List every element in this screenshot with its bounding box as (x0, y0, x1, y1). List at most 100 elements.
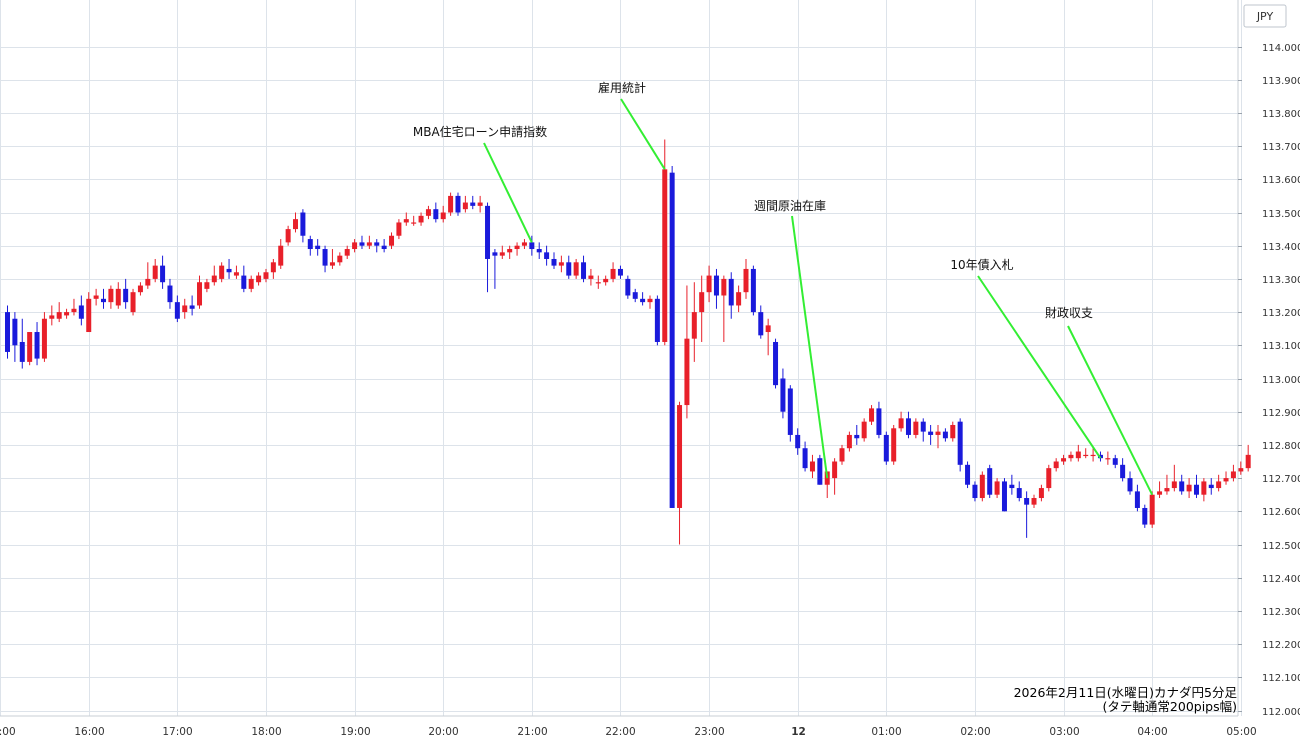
candle (603, 275, 609, 286)
candle-body (706, 275, 712, 293)
candle (12, 312, 18, 362)
candle (994, 478, 1000, 499)
candle (352, 239, 358, 253)
candle (588, 268, 594, 286)
candle-body (750, 268, 756, 313)
annotation-label: 10年債入札 (950, 257, 1013, 272)
candle-body (204, 282, 210, 289)
candle (56, 302, 62, 323)
candle-body (795, 434, 801, 449)
candle-body (839, 448, 845, 462)
candle-body (846, 434, 852, 449)
xtick-label: 22:00 (605, 726, 635, 738)
candle-body (1068, 454, 1074, 459)
candle-body (972, 484, 978, 499)
candle (1105, 451, 1111, 465)
candle-body (603, 278, 609, 283)
candle-body (632, 292, 638, 299)
candle-body (462, 202, 468, 210)
event-annotation: 財政収支 (1045, 305, 1154, 496)
candle-body (536, 249, 542, 253)
ytick-label: 114.000 (1262, 43, 1300, 54)
candle (1223, 471, 1229, 485)
candle (972, 481, 978, 502)
candle-body (182, 305, 188, 313)
candle-body (359, 242, 365, 246)
candle (1186, 478, 1192, 499)
candle-body (588, 275, 594, 279)
ytick-label: 113.500 (1262, 209, 1300, 220)
candle-body (137, 285, 143, 293)
candle-body (19, 341, 25, 362)
candle (573, 258, 579, 279)
candle (174, 295, 180, 323)
candle (979, 471, 985, 502)
candle (750, 265, 756, 316)
candle (226, 258, 232, 279)
candle-body (1171, 481, 1177, 489)
xtick-label: 23:00 (694, 726, 724, 738)
candle-body (920, 421, 926, 432)
candle (654, 295, 660, 346)
candle-body (950, 424, 956, 439)
candle-body (647, 298, 653, 303)
candle-body (101, 298, 107, 303)
candle (263, 268, 269, 283)
candle-body (256, 275, 262, 283)
candle-body (1024, 498, 1030, 505)
candle-body (1127, 478, 1133, 492)
candle (123, 278, 129, 309)
candle-body (1016, 488, 1022, 499)
candle (1009, 474, 1015, 495)
candle-body (1120, 464, 1126, 479)
candle-body (12, 318, 18, 346)
candle-body (470, 202, 476, 206)
candle (706, 265, 712, 303)
candle-body (93, 295, 99, 299)
candle-body (994, 481, 1000, 495)
candle (329, 249, 335, 269)
candle (455, 192, 461, 216)
ytick-label: 112.600 (1262, 507, 1300, 518)
candle (521, 239, 527, 250)
ytick-label: 113.200 (1262, 308, 1300, 319)
candle (189, 295, 195, 316)
annotation-leader-line (1067, 325, 1154, 496)
candle (1061, 454, 1067, 465)
candle (1031, 494, 1037, 508)
candle-body (780, 378, 786, 412)
candle (713, 268, 719, 309)
candle (396, 219, 402, 240)
caption-line-2: (タテ軸通常200pips幅) (1103, 699, 1237, 714)
ytick-label: 112.500 (1262, 541, 1300, 552)
candle (809, 454, 815, 479)
candle-body (913, 421, 919, 435)
candle (669, 166, 675, 508)
candle-body (883, 434, 889, 462)
xtick-label: 20:00 (428, 726, 458, 738)
candle-body (1046, 468, 1052, 489)
candle-body (957, 421, 963, 465)
candle-body (160, 265, 166, 283)
ytick-label: 112.300 (1262, 607, 1300, 618)
candle-body (521, 242, 527, 246)
candle-body (477, 202, 483, 206)
candle (248, 275, 254, 293)
candle-body (219, 265, 225, 279)
candle-body (765, 325, 771, 333)
annotation-label: 財政収支 (1045, 305, 1093, 320)
candle-body (566, 262, 572, 276)
ytick-label: 112.200 (1262, 640, 1300, 651)
candle-body (743, 268, 749, 293)
candle-body (625, 278, 631, 296)
candle-body (654, 298, 660, 342)
ytick-label: 113.900 (1262, 76, 1300, 87)
candle (595, 275, 601, 289)
xtick-label: 12 (791, 726, 806, 738)
currency-label: JPY (1256, 10, 1274, 23)
annotation-leader-line (483, 142, 533, 243)
candle-body (86, 298, 92, 333)
candle (765, 318, 771, 356)
candle (211, 265, 217, 286)
